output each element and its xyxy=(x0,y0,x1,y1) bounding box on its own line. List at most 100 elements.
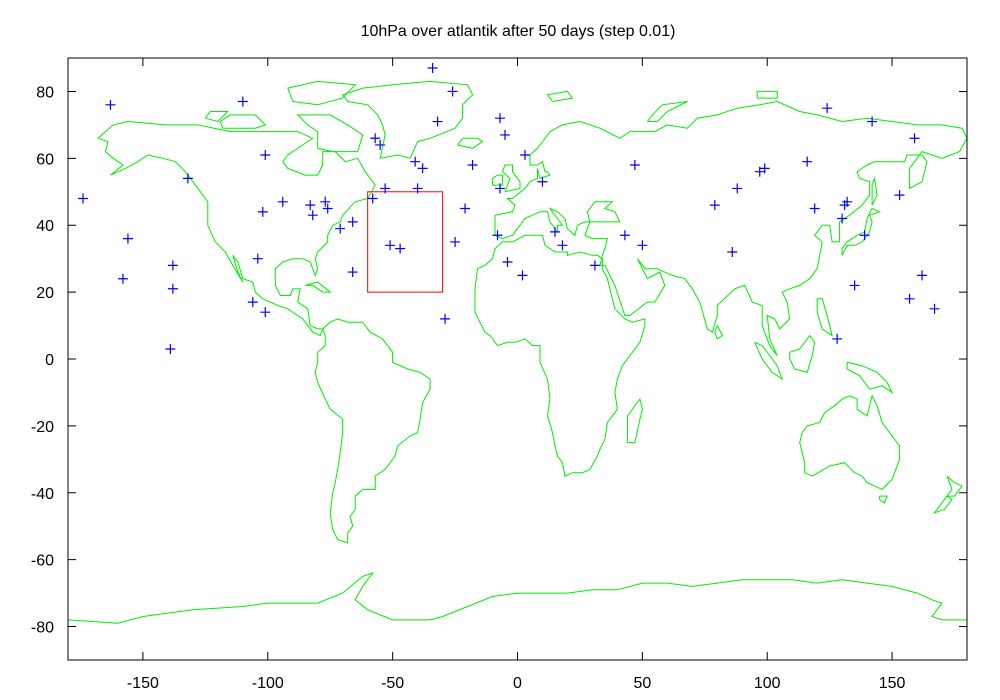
data-point-18 xyxy=(305,200,316,211)
data-point-22 xyxy=(335,223,346,234)
coastline-13 xyxy=(754,341,784,381)
x-tick-label-5: 100 xyxy=(754,675,781,692)
coastline-15 xyxy=(946,475,963,497)
coastline-18 xyxy=(296,114,364,153)
coastline-layer xyxy=(67,80,968,624)
data-point-28 xyxy=(460,203,471,214)
data-point-25 xyxy=(380,183,391,194)
data-point-50 xyxy=(619,230,630,241)
data-point-23 xyxy=(347,216,358,227)
data-point-68 xyxy=(832,333,843,344)
data-point-46 xyxy=(440,313,451,324)
coastline-19 xyxy=(287,80,357,106)
highlight-region xyxy=(367,191,444,293)
x-tick-label-2: -50 xyxy=(381,675,404,692)
coastline-25 xyxy=(714,324,723,340)
data-point-41 xyxy=(450,236,461,247)
x-axis: -150 -100 -50 0 50 100 150 xyxy=(127,58,906,692)
y-tick-label-6: -40 xyxy=(31,486,54,503)
coastline-3 xyxy=(494,100,968,356)
data-point-33 xyxy=(117,273,128,284)
data-point-61 xyxy=(909,133,920,144)
coastline-10 xyxy=(457,137,484,149)
data-point-3 xyxy=(447,86,458,97)
coastline-4 xyxy=(474,234,646,477)
data-point-8 xyxy=(375,139,386,150)
data-point-58 xyxy=(809,203,820,214)
data-point-37 xyxy=(260,307,271,318)
data-point-57 xyxy=(802,156,813,167)
coastline-11 xyxy=(841,207,881,256)
data-point-1 xyxy=(237,96,248,107)
data-point-38 xyxy=(165,343,176,354)
data-point-29 xyxy=(537,176,548,187)
x-tick-label-3: 0 xyxy=(513,675,522,692)
coastline-21 xyxy=(204,111,230,123)
coastline-6 xyxy=(799,394,901,490)
data-point-53 xyxy=(727,246,738,257)
coastline-17 xyxy=(305,281,332,293)
coastline-8 xyxy=(501,164,521,193)
data-point-36 xyxy=(247,297,258,308)
y-tick-label-0: 80 xyxy=(36,84,54,101)
data-point-52 xyxy=(709,200,720,211)
data-point-32 xyxy=(167,260,178,271)
coastline-26 xyxy=(816,298,833,337)
coastline-9 xyxy=(492,174,503,186)
coastline-22 xyxy=(546,90,574,102)
x-tick-label-1: -100 xyxy=(252,675,284,692)
coastline-1 xyxy=(314,318,431,544)
data-point-12 xyxy=(467,160,478,171)
data-point-13 xyxy=(519,149,530,160)
x-tick-label-4: 50 xyxy=(633,675,651,692)
data-point-20 xyxy=(320,196,331,207)
y-tick-label-7: -60 xyxy=(31,553,54,570)
data-point-45 xyxy=(517,270,528,281)
y-tick-label-1: 60 xyxy=(36,151,54,168)
coastline-23 xyxy=(647,101,688,122)
data-point-56 xyxy=(759,163,770,174)
data-point-4 xyxy=(432,116,443,127)
coastline-27 xyxy=(871,176,878,206)
data-point-69 xyxy=(917,270,928,281)
data-point-67 xyxy=(849,280,860,291)
data-point-65 xyxy=(859,230,870,241)
data-point-5 xyxy=(495,113,506,124)
y-tick-label-2: 40 xyxy=(36,218,54,235)
data-point-60 xyxy=(867,116,878,127)
y-tick-label-8: -80 xyxy=(31,620,54,637)
data-point-11 xyxy=(417,163,428,174)
y-tick-label-4: 0 xyxy=(45,352,54,369)
data-point-27 xyxy=(495,183,506,194)
data-point-59 xyxy=(822,103,833,114)
coastline-20 xyxy=(219,114,267,129)
data-point-10 xyxy=(410,156,421,167)
data-point-47 xyxy=(549,226,560,237)
data-point-42 xyxy=(347,267,358,278)
coastline-24 xyxy=(756,90,778,99)
data-point-15 xyxy=(77,193,88,204)
data-point-26 xyxy=(412,183,423,194)
data-point-44 xyxy=(502,257,513,268)
coastline-12 xyxy=(789,334,816,374)
data-point-51 xyxy=(637,240,648,251)
data-point-30 xyxy=(629,160,640,171)
data-point-31 xyxy=(122,233,133,244)
data-point-24 xyxy=(367,193,378,204)
data-point-2 xyxy=(427,63,438,74)
y-tick-label-3: 20 xyxy=(36,285,54,302)
data-point-7 xyxy=(370,133,381,144)
data-point-17 xyxy=(257,206,268,217)
data-point-66 xyxy=(894,190,905,201)
data-point-64 xyxy=(842,196,853,207)
y-axis: 80 60 40 20 0 -20 -40 -60 -80 xyxy=(31,84,967,637)
plot-frame xyxy=(67,57,968,661)
data-point-19 xyxy=(307,210,318,221)
data-point-9 xyxy=(260,149,271,160)
data-point-43 xyxy=(492,230,503,241)
coastline-28 xyxy=(879,495,888,504)
coastline-16 xyxy=(933,495,953,514)
data-point-14 xyxy=(182,173,193,184)
y-tick-label-5: -20 xyxy=(31,419,54,436)
